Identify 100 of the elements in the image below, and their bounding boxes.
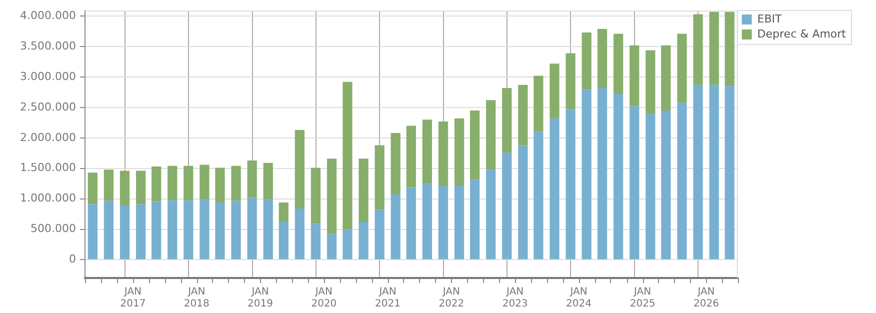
x-tick-label: JAN 2024 [566,286,592,310]
bar [582,90,592,260]
bar [534,132,544,260]
bar [646,114,656,260]
bar [486,100,496,169]
y-tick-label: 4.000.000 [20,8,76,22]
bar [550,118,560,260]
bar [358,158,368,222]
x-tick-label: JAN 2018 [184,286,210,310]
bar [454,118,464,186]
bar [470,110,480,180]
bar [168,200,178,260]
bar [677,102,687,260]
bar [614,34,624,94]
bar [104,200,114,260]
x-tick-label: JAN 2021 [375,286,400,310]
bar [550,64,560,118]
bar [88,204,98,260]
bar [630,106,640,260]
bar [406,187,416,260]
bar [136,204,146,260]
bar [438,186,448,260]
bar [294,130,305,209]
bar [661,45,671,110]
y-tick-label: 2.000.000 [20,130,76,144]
bar [247,198,257,260]
bar [200,199,210,260]
y-tick-label: 500.000 [30,222,76,236]
bar [502,88,512,153]
bar [184,166,194,201]
bar [438,121,448,186]
bar [693,14,703,85]
bar [120,206,130,260]
bar [422,120,432,183]
bar [326,158,337,234]
legend-label: EBIT [757,12,782,26]
bar [374,210,384,260]
bar [454,186,464,260]
bar [566,109,576,260]
bar [278,222,288,260]
bar [390,194,400,260]
bar [342,82,352,230]
bar [406,126,416,188]
bar [518,145,528,260]
bar [693,84,703,260]
bar [486,168,496,260]
bar [310,168,321,224]
x-tick-label: JAN 2017 [120,286,146,310]
bar [390,133,400,195]
bar [566,53,576,110]
bar [152,166,162,202]
bar [200,164,210,200]
bar [104,170,114,201]
bar [661,110,671,260]
bar [278,202,288,222]
bar [597,28,608,88]
y-tick-label: 1.000.000 [20,192,76,205]
bar [326,234,337,260]
bar [646,50,656,114]
bar [724,86,734,260]
bar [310,224,321,260]
y-tick-label: 2.500.000 [20,100,76,114]
x-tick-label: JAN 2023 [502,286,528,310]
bar [231,166,241,201]
bar [263,162,273,200]
legend-label: Deprec & Amort [757,27,847,40]
bar [534,76,544,132]
x-tick-label: JAN 2026 [694,286,719,310]
x-tick-label: JAN 2025 [630,286,656,310]
bar [597,88,608,260]
y-tick-label: 1.500.000 [20,161,76,174]
bar [582,32,592,90]
bar [677,34,687,103]
bar [630,45,640,106]
bar [614,94,624,260]
bar [120,170,130,206]
bar [709,12,719,85]
bar [294,208,305,260]
x-tick-label: JAN 2019 [248,286,274,310]
bar [263,199,273,260]
bar [709,84,719,260]
bar [518,84,528,146]
bar [215,168,225,202]
bar [184,200,194,260]
bar [247,160,257,198]
bar [358,222,368,260]
bar [88,172,98,204]
y-tick-label: 3.500.000 [20,39,76,52]
bar [724,12,734,86]
bar [136,170,146,204]
bar [470,180,480,260]
x-tick-label: JAN 2020 [311,286,337,310]
bar [342,229,352,260]
bar [168,166,178,201]
bar [374,145,384,210]
bar [152,201,162,260]
bar [502,152,512,260]
bar [231,200,241,260]
y-tick-label: 0 [69,252,76,266]
x-tick-label: JAN 2022 [438,286,464,310]
